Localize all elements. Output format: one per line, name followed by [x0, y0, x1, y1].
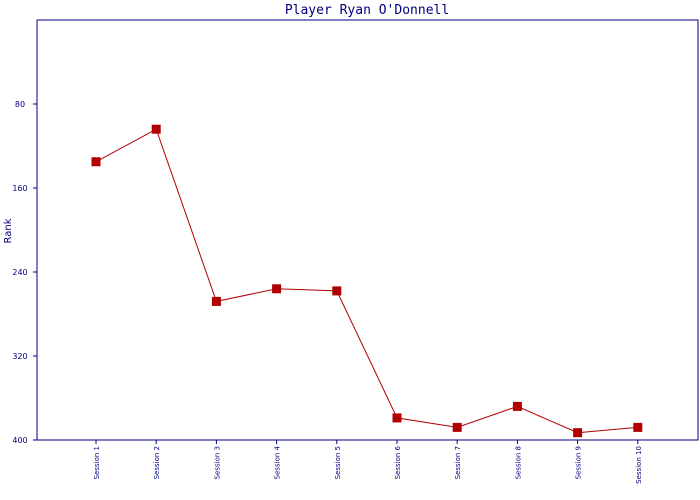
x-tick-label: Session 6	[394, 445, 402, 479]
y-axis-label: Rank	[3, 218, 14, 243]
data-point-marker	[512, 401, 522, 411]
series-lines	[95, 128, 638, 434]
x-tick-label: Session 5	[334, 446, 342, 479]
x-tick-label: Session 9	[575, 446, 583, 479]
data-point-marker	[633, 422, 643, 432]
x-tick-label: Session 7	[454, 446, 462, 479]
x-tick-label: Session 4	[274, 445, 282, 479]
y-tick-label: 400	[12, 436, 27, 445]
chart-title: Player Ryan O'Donnell	[285, 3, 449, 18]
data-point-marker	[211, 296, 221, 306]
x-tick-label: Session 2	[153, 446, 161, 479]
y-tick-label: 80	[15, 100, 25, 109]
x-tick-label: Session 8	[514, 446, 522, 479]
plot-area-frame	[36, 19, 699, 441]
data-point-marker	[91, 157, 101, 167]
data-point-marker	[272, 284, 282, 294]
data-point-marker	[573, 428, 583, 438]
y-tick-label: 160	[12, 184, 27, 193]
series-line	[95, 128, 638, 434]
y-tick-label: 240	[12, 268, 27, 277]
x-axis-ticks: Session 1 Session 2 Session 3 Session 4 Sess…	[93, 440, 643, 484]
x-tick-label: Session 10	[635, 446, 643, 484]
y-tick-label: 320	[12, 352, 27, 361]
data-point-marker	[452, 422, 462, 432]
data-point-marker	[392, 413, 402, 423]
data-point-marker	[332, 286, 342, 296]
data-point-marker	[151, 124, 161, 134]
series-markers	[91, 124, 643, 438]
y-axis-ticks: 80 160 240 320 400	[12, 100, 37, 445]
x-tick-label: Session 1	[93, 446, 101, 479]
x-tick-label: Session 3	[213, 446, 221, 479]
